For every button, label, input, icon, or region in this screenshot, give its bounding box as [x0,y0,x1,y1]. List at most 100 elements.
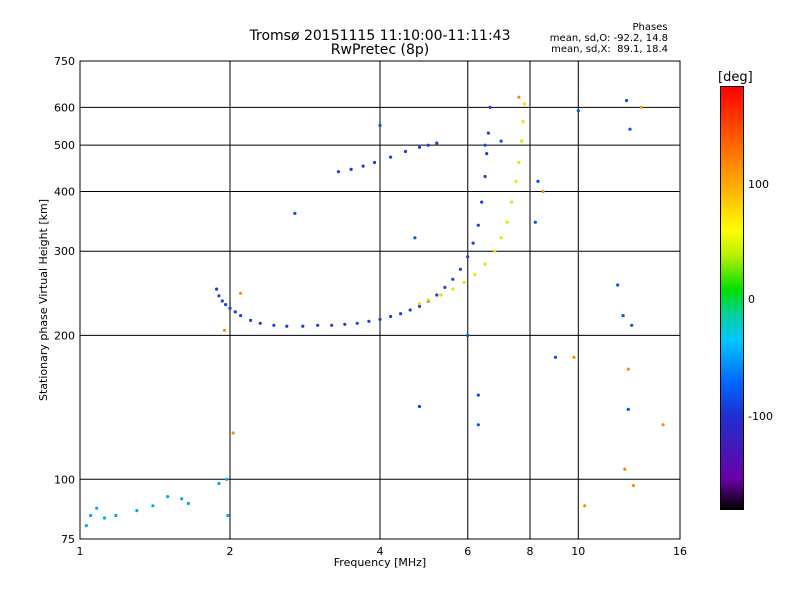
colorbar [720,86,744,510]
data-point-o-mode [215,287,219,291]
data-point-scatter-o [466,333,470,337]
data-point-low-layer [226,513,230,518]
data-point-low-layer [95,506,99,510]
data-point-scatter-o [621,314,625,318]
stats-x-mode: mean, sd,X: 89.1, 18.4 [551,44,668,55]
data-point-o-mode [330,323,334,327]
data-point-scatter-o [616,283,620,287]
axis-ticks: 1 2 4 6 8 10 16 75 100 200 300 400 500 600 750 [54,55,687,558]
data-point-scatter-o [417,404,422,409]
data-point-scatter-x [661,423,665,427]
data-point-x-mode [522,102,527,106]
data-point-o-mode [483,174,487,179]
data-point-low-layer [166,495,170,499]
data-points [84,95,665,528]
data-point-o-mode [239,314,243,318]
x-tick-label: 10 [571,545,585,558]
data-point-o-mode [486,131,490,135]
y-tick-label: 600 [54,101,75,114]
data-point-o-mode [435,141,439,145]
data-point-scatter-x [541,189,545,194]
data-point-low-layer [89,513,93,518]
data-point-x-mode [505,220,509,224]
data-point-scatter-o [628,127,632,131]
data-point-o-mode [372,160,377,165]
data-point-o-mode [476,223,480,227]
data-point-o-mode [249,318,253,322]
data-point-o-mode [443,285,447,289]
data-point-o-mode [408,308,412,312]
data-point-scatter-o [476,393,480,397]
data-point-o-mode [417,145,422,149]
data-point-o-mode [355,321,359,325]
data-point-o-mode [466,255,470,259]
data-point-scatter-x [631,484,636,488]
x-axis-label: Frequency [MHz] [334,556,426,569]
data-point-scatter-o [476,423,480,427]
data-point-low-layer [151,504,155,508]
data-point-scatter-o [630,323,634,327]
data-point-x-mode [462,280,466,285]
data-point-low-layer [114,513,118,518]
data-point-o-mode [417,304,422,308]
data-point-low-layer [217,481,221,486]
data-point-o-mode [228,306,232,310]
data-point-scatter-x [640,105,644,109]
data-point-low-layer [84,524,88,528]
x-tick-label: 4 [377,545,384,558]
data-point-x-mode [439,293,443,297]
data-point-o-mode [389,314,393,319]
y-tick-label: 200 [54,329,75,342]
data-point-scatter-o [499,139,503,143]
data-point-x-mode [426,298,430,302]
data-point-x-mode [521,120,525,124]
data-point-x-mode [493,249,497,253]
data-point-o-mode [217,294,221,298]
data-point-o-mode [233,310,237,314]
data-point-o-mode [471,241,475,245]
data-point-x-mode [499,236,503,240]
stats-o-mode: mean, sd,O: -92.2, 14.8 [549,33,668,44]
data-point-o-mode [336,170,340,174]
data-point-low-layer [135,509,139,513]
data-point-low-layer [102,516,107,520]
data-point-scatter-x [623,467,627,471]
data-point-o-mode [316,323,320,327]
data-point-o-mode [349,167,353,171]
data-point-scatter-x [517,95,521,99]
data-point-scatter-x [239,291,243,295]
data-point-scatter-o [293,211,297,215]
data-point-low-layer [225,477,229,481]
data-point-scatter-o [625,98,629,103]
colorbar-tick-0: 0 [748,293,755,306]
colorbar-tick-minus-100: -100 [748,410,773,423]
data-point-scatter-o [536,179,540,183]
x-tick-label: 8 [527,545,534,558]
y-axis-label: Stationary phase Virtual Height [km] [37,199,50,401]
data-point-o-mode [378,317,382,321]
data-point-o-mode [435,293,439,297]
data-point-x-mode [483,262,487,266]
grid-lines [80,61,680,539]
data-point-o-mode [224,303,228,307]
data-point-x-mode [517,160,521,165]
data-point-o-mode [361,164,365,168]
x-tick-label: 1 [77,545,84,558]
data-point-o-mode [485,152,489,156]
data-point-scatter-o [378,123,382,127]
x-tick-label: 6 [464,545,471,558]
y-tick-label: 500 [54,139,75,152]
data-point-x-mode [510,200,514,204]
stats-heading: Phases [632,22,668,33]
y-tick-label: 750 [54,55,75,68]
data-point-o-mode [488,105,492,109]
data-point-o-mode [367,319,371,323]
colorbar-label: [deg] [718,70,753,85]
data-point-scatter-x [626,367,630,371]
data-point-low-layer [180,497,184,501]
y-tick-label: 300 [54,245,75,258]
data-point-o-mode [451,277,455,281]
data-point-scatter-o [576,109,580,113]
data-point-o-mode [258,321,262,325]
x-tick-label: 2 [227,545,234,558]
